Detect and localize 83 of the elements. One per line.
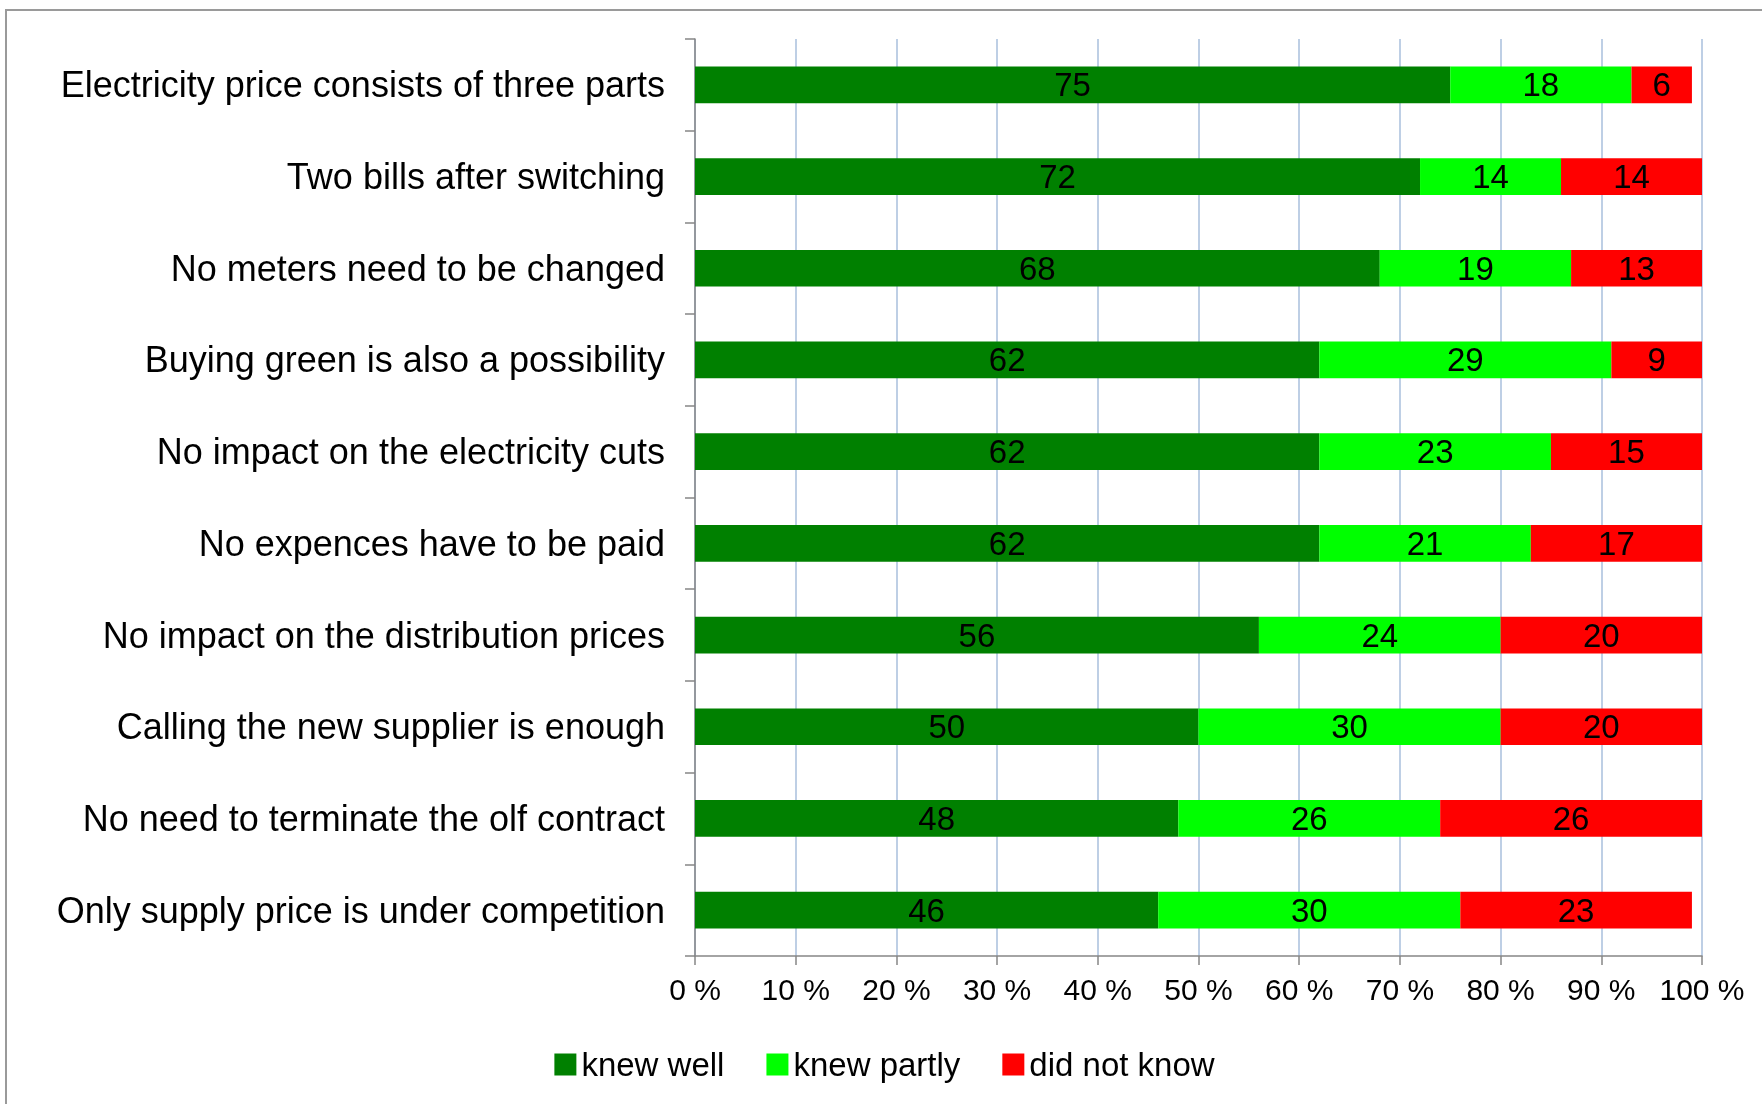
- bar: [1611, 341, 1702, 379]
- x-tick-label: 10 %: [761, 972, 830, 1006]
- bar: [1420, 158, 1562, 195]
- data-label: 17: [1598, 524, 1635, 562]
- y-tick-label: No expences have to be paid: [198, 522, 665, 564]
- bar: [1178, 800, 1441, 837]
- data-label: 50: [928, 708, 966, 746]
- data-label: 23: [1416, 433, 1454, 471]
- data-label: 75: [1054, 66, 1091, 104]
- data-label: 29: [1447, 341, 1484, 379]
- bar: [1198, 708, 1501, 746]
- bar: [695, 249, 1380, 287]
- bar: [695, 708, 1199, 746]
- bar: [1530, 525, 1702, 562]
- y-tick-label: No meters need to be changed: [170, 247, 665, 289]
- bar: [1319, 341, 1612, 379]
- bar: [1319, 525, 1531, 562]
- legend-label: knew well: [581, 1046, 725, 1083]
- data-label: 30: [1290, 891, 1328, 929]
- bar: [1571, 249, 1702, 287]
- legend-label: knew partly: [793, 1046, 961, 1083]
- data-label: 18: [1522, 66, 1560, 104]
- legend-label: did not know: [1029, 1046, 1215, 1083]
- data-label: 23: [1557, 891, 1595, 929]
- bar: [1460, 891, 1692, 929]
- data-label: 62: [988, 433, 1026, 471]
- x-tick-label: 90 %: [1567, 972, 1636, 1006]
- data-label: 14: [1472, 158, 1509, 196]
- bar: [695, 341, 1320, 379]
- x-tick-label: 100 %: [1659, 972, 1745, 1006]
- data-label: 62: [988, 524, 1026, 562]
- x-tick-label: 50 %: [1164, 972, 1233, 1006]
- data-label: 26: [1552, 799, 1590, 837]
- bar: [695, 433, 1320, 470]
- bar: [1440, 800, 1702, 837]
- x-tick-label: 80 %: [1466, 972, 1535, 1006]
- data-label: 62: [988, 341, 1026, 379]
- data-label: 20: [1582, 616, 1620, 654]
- y-tick-label: Electricity price consists of three parts: [60, 64, 665, 106]
- bar: [1258, 616, 1501, 654]
- bar: [1319, 433, 1551, 470]
- data-label: 20: [1582, 708, 1620, 746]
- y-tick-label: No impact on the distribution prices: [102, 614, 665, 656]
- x-tick-label: 0 %: [669, 972, 721, 1006]
- x-tick-label: 40 %: [1063, 972, 1132, 1006]
- bar: [695, 616, 1259, 654]
- x-tick-label: 20 %: [862, 972, 931, 1006]
- y-tick-label: Buying green is also a possibility: [144, 339, 665, 381]
- bar: [695, 800, 1179, 837]
- bar: [1500, 708, 1702, 746]
- data-label: 24: [1361, 616, 1399, 654]
- data-label: 46: [908, 891, 945, 929]
- y-tick-label: Two bills after switching: [286, 156, 665, 198]
- data-label: 68: [1019, 249, 1056, 287]
- bar: [695, 525, 1320, 562]
- data-label: 19: [1457, 249, 1494, 287]
- bar: [695, 158, 1421, 195]
- y-tick-label: No need to terminate the olf contract: [82, 797, 665, 839]
- bar: [695, 66, 1451, 104]
- x-tick-label: 60 %: [1265, 972, 1334, 1006]
- data-label: 48: [918, 799, 956, 837]
- data-label: 13: [1618, 249, 1655, 287]
- data-label: 9: [1647, 341, 1666, 379]
- bar: [1500, 616, 1702, 654]
- data-label: 72: [1039, 158, 1076, 196]
- y-tick-label: No impact on the electricity cuts: [156, 431, 665, 473]
- data-label: 15: [1608, 433, 1645, 471]
- data-label: 21: [1406, 524, 1444, 562]
- bar: [695, 891, 1159, 929]
- y-tick-label: Only supply price is under competition: [56, 889, 665, 931]
- bar: [1550, 433, 1702, 470]
- x-tick-label: 70 %: [1365, 972, 1435, 1006]
- bar: [1379, 249, 1572, 287]
- x-tick-label: 30 %: [962, 972, 1032, 1006]
- bar: [1450, 66, 1632, 104]
- bar: [1158, 891, 1461, 929]
- data-label: 14: [1613, 158, 1650, 196]
- data-label: 30: [1331, 708, 1368, 746]
- data-label: 56: [958, 616, 996, 654]
- y-tick-label: Calling the new supplier is enough: [116, 706, 665, 748]
- data-label: 6: [1652, 66, 1671, 104]
- bar: [1561, 158, 1702, 195]
- data-label: 26: [1290, 799, 1328, 837]
